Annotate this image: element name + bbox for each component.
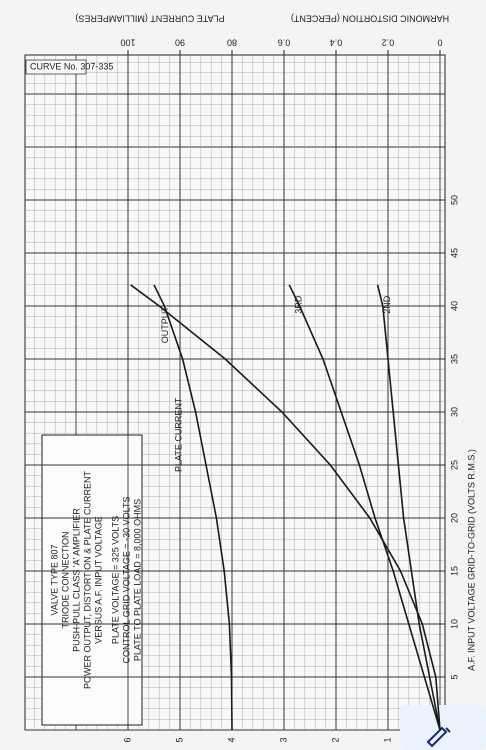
y3-tick-label: 0.6 <box>278 38 291 48</box>
series-label: 3RD <box>294 295 304 314</box>
x-tick-label: 15 <box>449 566 459 576</box>
x-tick-label: 35 <box>449 354 459 364</box>
edit-icon[interactable] <box>426 726 451 748</box>
y-tick-label: 5 <box>174 737 184 742</box>
edit-button[interactable] <box>400 705 486 750</box>
x-tick-label: 10 <box>449 619 459 629</box>
legend-text: TRIODE CONNECTION <box>60 531 70 628</box>
y2-tick-label: 100 <box>120 38 135 48</box>
series-line <box>153 284 233 731</box>
legend-text: PUSH-PULL CLASS 'A' AMPLIFIER <box>71 508 81 652</box>
y-tick-label: 4 <box>226 737 236 742</box>
y2-axis-label: PLATE CURRENT (MILLIAMPERES) <box>75 14 224 24</box>
series-label: 2ND <box>382 295 392 314</box>
y3-tick-label: 0 <box>437 38 442 48</box>
legend-text: PLATE TO PLATE LOAD = 8,000 OHMS <box>132 499 142 661</box>
y3-tick-label: 0.4 <box>330 38 343 48</box>
y-tick-label: 3 <box>278 737 288 742</box>
x-axis-label: A.F. INPUT VOLTAGE GRID-TO-GRID (VOLTS R… <box>466 449 476 671</box>
series-line <box>130 284 441 731</box>
legend-text: VERSUS A.F. INPUT VOLTAGE <box>93 516 103 644</box>
y2-tick-label: 90 <box>175 38 185 48</box>
series-label: PLATE CURRENT <box>173 397 183 472</box>
x-tick-label: 25 <box>449 460 459 470</box>
y2-tick-label: 80 <box>227 38 237 48</box>
curve-box <box>25 59 87 75</box>
x-tick-label: 30 <box>449 407 459 417</box>
legend-text: VALVE TYPE 807 <box>49 544 59 615</box>
x-tick-label: 50 <box>449 195 459 205</box>
legend-text: CONTROL GRID VOLTAGE = -30 VOLTS <box>121 497 131 664</box>
y-tick-label: 6 <box>122 737 132 742</box>
y3-tick-label: 0.2 <box>382 38 395 48</box>
x-tick-label: 20 <box>449 513 459 523</box>
y-tick-label: 1 <box>382 737 392 742</box>
y-tick-label: 2 <box>330 737 340 742</box>
legend-text: POWER OUTPUT, DISTORTION & PLATE CURRENT <box>82 470 92 689</box>
x-tick-label: 40 <box>449 301 459 311</box>
curve-no: CURVE No. 307-335 <box>30 61 113 71</box>
series-label: OUTPUT <box>160 306 170 344</box>
x-tick-label: 45 <box>449 248 459 258</box>
series-line <box>288 284 441 731</box>
y3-axis-label: HARMONIC DISTORTION (PERCENT) <box>291 14 449 24</box>
x-tick-label: 5 <box>449 674 459 679</box>
legend-text: PLATE VOLTAGE = 325 VOLTS <box>110 516 120 644</box>
series-line <box>376 284 441 731</box>
